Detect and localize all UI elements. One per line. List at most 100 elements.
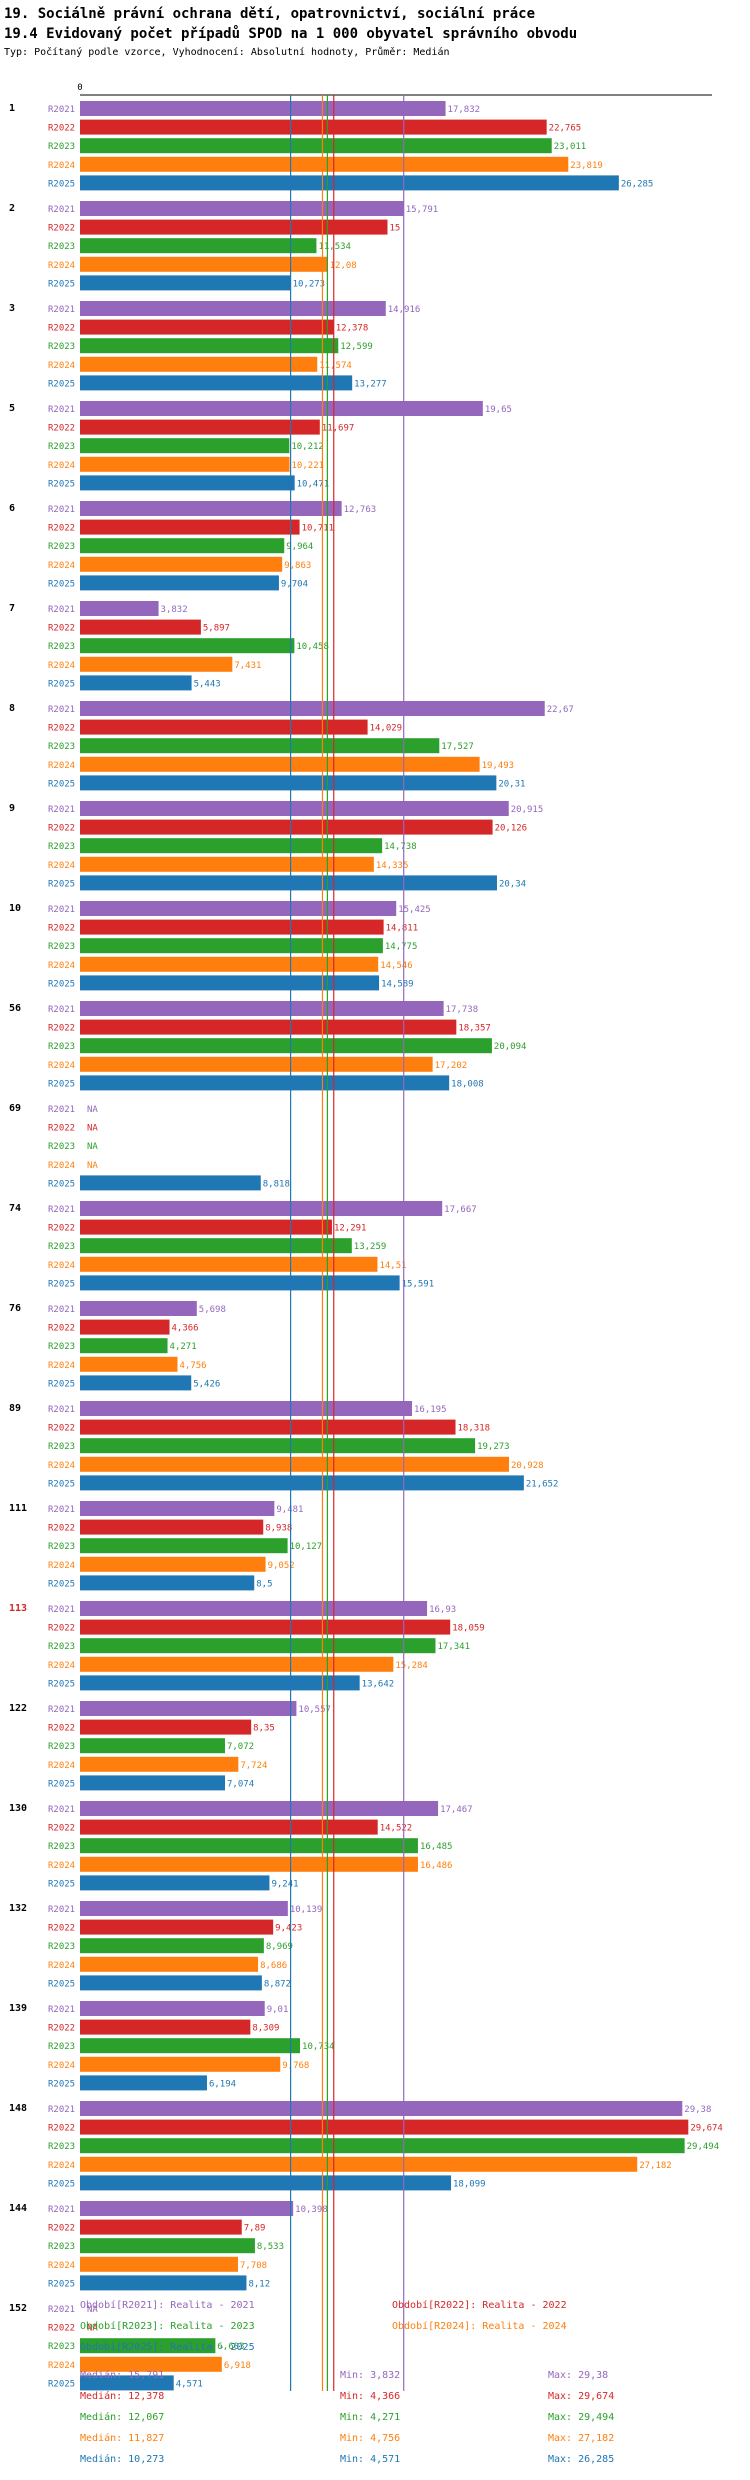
bar [80,1956,259,1972]
bar [80,975,380,991]
category-label: 3 [9,303,15,314]
data-label: 23,011 [554,142,587,152]
series-row-label: R2023 [48,1642,75,1652]
data-label: 17,202 [435,1061,468,1071]
data-label: 15,425 [398,905,431,915]
data-label: 20,34 [499,879,526,889]
bar [80,501,342,516]
data-label: 9,768 [282,2061,309,2071]
category-label: 152 [9,2303,27,2314]
series-row-label: R2022 [48,724,75,734]
data-label: 9,423 [275,1924,302,1934]
data-label: 7,89 [244,2224,266,2234]
bar [80,119,547,135]
series-row-label: R2023 [48,1542,75,1552]
bar [80,1019,457,1035]
series-row-label: R2021 [48,1305,75,1315]
legend-item: Období[R2023]: Realita - 2023 [80,2321,255,2332]
legend-item: Období[R2021]: Realita - 2021 [80,2300,255,2311]
data-label: 8,533 [257,2242,284,2252]
stat-min: Min: 4,571 [340,2454,401,2465]
bar [80,601,159,616]
series-row-label: R2025 [48,179,75,189]
series-row-label: R2025 [48,979,75,989]
data-label: 6,194 [209,2079,236,2089]
series-row-label: R2021 [48,905,75,915]
category-label: 148 [9,2103,27,2114]
stat-max: Max: 29,38 [548,2370,609,2381]
data-label: 7,708 [240,2261,267,2271]
series-row-label: R2023 [48,142,75,152]
bar [80,1701,297,1716]
bar [80,101,446,116]
series-row-label: R2025 [48,2079,75,2089]
data-label: 10,734 [302,2042,335,2052]
series-row-label: R2021 [48,205,75,215]
bar [80,156,569,172]
bar [80,719,368,735]
data-label: 14,738 [384,842,417,852]
bar [80,275,291,291]
bar [80,219,388,235]
series-row-label: R2024 [48,561,75,571]
series-row-label: R2021 [48,605,75,615]
data-label: 20,928 [511,1461,544,1471]
series-row-label: R2024 [48,1061,75,1071]
category-label: 1 [9,103,15,114]
series-row-label: R2025 [48,1179,75,1189]
data-label: 8,12 [248,2279,270,2289]
bar [80,2338,216,2354]
series-row-label: R2024 [48,1361,75,1371]
bar [80,1975,262,1991]
bar [80,1675,360,1691]
data-label: 10,212 [291,442,324,452]
series-row-label: R2023 [48,2242,75,2252]
data-label: 8,35 [253,1724,275,1734]
na-label: NA [87,1124,98,1134]
bar [80,619,201,635]
bar [80,2138,685,2154]
series-row-label: R2021 [48,505,75,515]
bar [80,1219,332,1235]
data-label: 7,072 [227,1742,254,1752]
data-label: 16,195 [414,1405,447,1415]
bar [80,2275,247,2291]
series-row-label: R2025 [48,279,75,289]
data-label: 14,775 [385,942,418,952]
category-label: 74 [9,1203,21,1214]
data-label: 12,763 [344,505,377,515]
series-row-label: R2021 [48,1905,75,1915]
series-row-label: R2023 [48,242,75,252]
category-label: 111 [9,1503,27,1514]
bar [80,338,339,354]
bar [80,2201,294,2216]
bar [80,1375,192,1391]
bar [80,2256,239,2272]
series-row-label: R2024 [48,461,75,471]
bar [80,1775,226,1791]
bar [80,1656,394,1672]
bar [80,1556,266,1572]
data-label: 5,698 [199,1305,226,1315]
series-row-label: R2022 [48,1124,75,1134]
data-label: 14,522 [380,1824,413,1834]
bar [80,1401,412,1416]
series-row-label: R2023 [48,1242,75,1252]
series-row-label: R2023 [48,2342,75,2352]
category-label: 6 [9,503,15,514]
series-row-label: R2024 [48,1561,75,1571]
series-row-label: R2023 [48,1142,75,1152]
data-label: 9,481 [276,1505,303,1515]
bar [80,1275,400,1291]
bar [80,1738,225,1754]
series-row-label: R2022 [48,224,75,234]
bar [80,2156,638,2172]
series-row-label: R2022 [48,1324,75,1334]
series-row-label: R2023 [48,942,75,952]
bar [80,1856,418,1872]
series-row-label: R2024 [48,1461,75,1471]
bar [80,1601,428,1616]
data-label: 11,534 [318,242,351,252]
bar [80,175,619,191]
data-label: 6,918 [224,2361,251,2371]
